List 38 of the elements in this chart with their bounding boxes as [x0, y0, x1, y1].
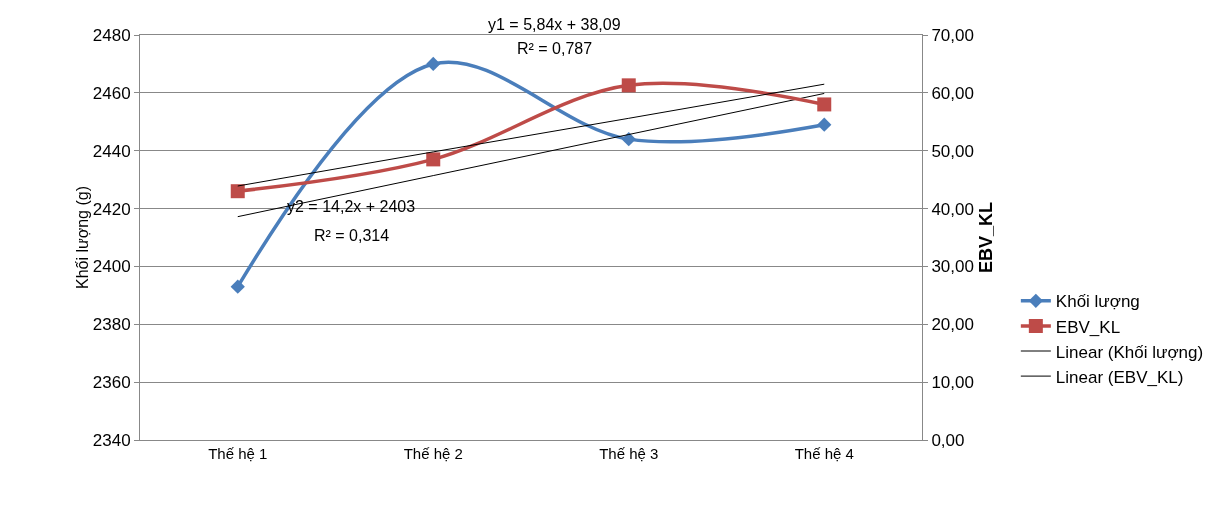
point	[817, 117, 832, 132]
y-tick-label: 2440	[92, 141, 131, 161]
text: y1 = 5,84x + 38,09	[488, 16, 621, 33]
y-tick-label: 2360	[92, 373, 131, 393]
y2-tick-label: 70,00	[931, 25, 974, 45]
y2-tick-label: 30,00	[931, 257, 974, 277]
y2-tick-label: 0,00	[931, 430, 965, 450]
x-tick-label: Thế hệ 2	[403, 445, 463, 462]
legend-label: Linear (EBV_KL)	[1055, 367, 1184, 387]
point	[426, 152, 441, 167]
point	[621, 78, 636, 93]
y-tick-label: 2480	[92, 25, 131, 45]
y2-axis-title: EBV_KL	[975, 201, 996, 274]
y2-tick-label: 10,00	[931, 373, 974, 393]
y-tick-label: 2380	[92, 315, 131, 335]
line-series	[237, 92, 825, 218]
y-tick-label: 2340	[92, 430, 131, 450]
y2-tick-label: 60,00	[931, 83, 974, 103]
legend-label: Khối lượng	[1055, 292, 1140, 312]
annotation: R² = 0,787	[517, 40, 593, 57]
annotation: R² = 0,314	[314, 227, 390, 244]
y2-tick-label: 40,00	[931, 199, 974, 219]
point	[230, 184, 245, 199]
x-tick-label: Thế hệ 1	[208, 445, 268, 462]
y2-tick-label: 50,00	[931, 141, 974, 161]
point	[621, 131, 636, 147]
point	[230, 279, 245, 294]
y-tick-label: 2420	[92, 199, 131, 219]
y2-tick-label: 20,00	[931, 315, 974, 335]
legend-label: EBV_KL	[1055, 317, 1121, 337]
point	[426, 56, 441, 72]
y-axis-title: Khối lượng (g)	[73, 185, 91, 290]
y-tick-label: 2460	[92, 83, 131, 103]
x-tick-label: Thế hệ 3	[599, 445, 659, 462]
y-tick-label: 2400	[92, 257, 131, 277]
x-tick-label: Thế hệ 4	[794, 445, 854, 462]
point	[817, 97, 832, 112]
legend-label: Linear (Khối lượng)	[1055, 342, 1204, 362]
